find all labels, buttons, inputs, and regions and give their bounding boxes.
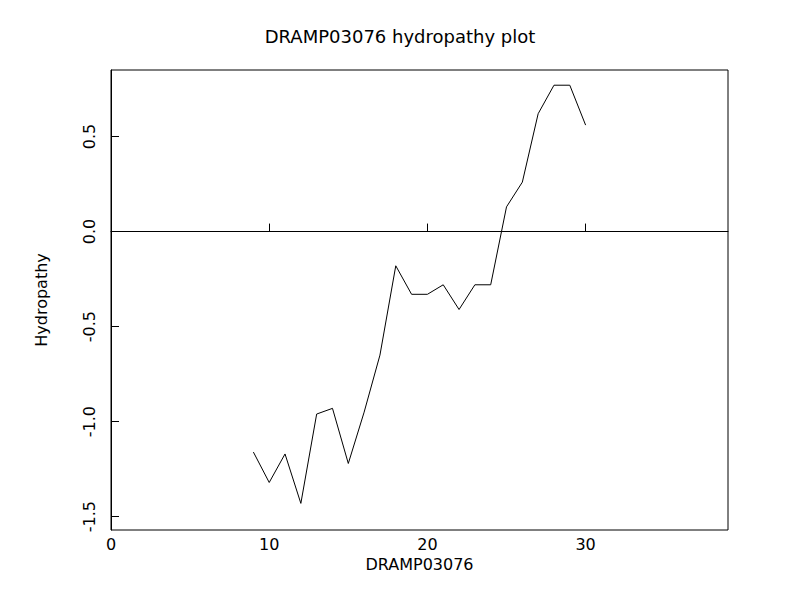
svg-text:-0.5: -0.5: [80, 311, 99, 342]
svg-text:0.0: 0.0: [80, 219, 99, 244]
svg-text:-1.5: -1.5: [80, 501, 99, 532]
svg-text:-1.0: -1.0: [80, 406, 99, 437]
svg-text:DRAMP03076: DRAMP03076: [365, 555, 473, 574]
svg-text:10: 10: [259, 535, 279, 554]
svg-text:0: 0: [106, 535, 116, 554]
svg-text:Hydropathy: Hydropathy: [32, 253, 51, 347]
svg-text:20: 20: [417, 535, 437, 554]
svg-text:DRAMP03076 hydropathy plot: DRAMP03076 hydropathy plot: [265, 26, 536, 47]
svg-text:0.5: 0.5: [80, 124, 99, 149]
svg-text:30: 30: [575, 535, 595, 554]
